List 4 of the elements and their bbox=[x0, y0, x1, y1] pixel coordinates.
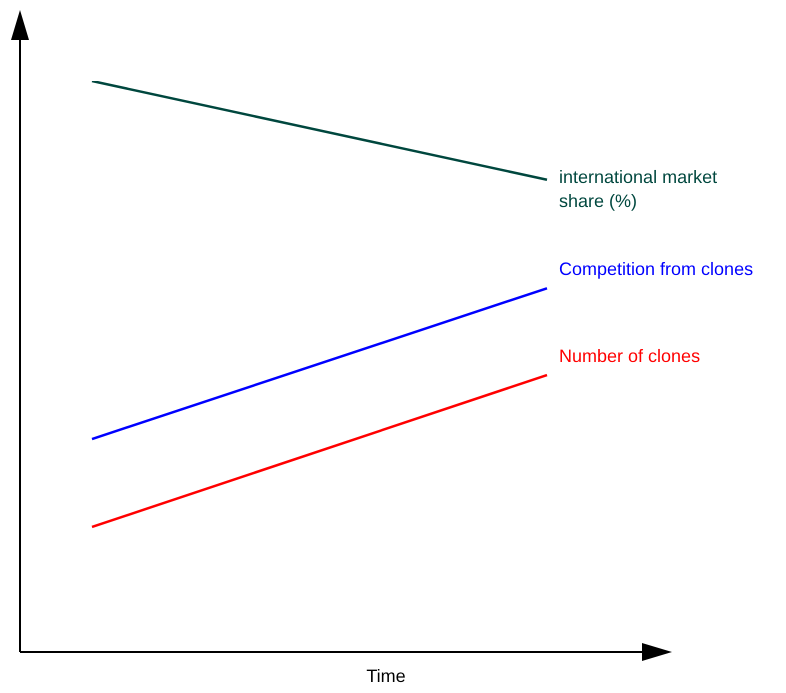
series-label: Number of clones bbox=[559, 346, 700, 366]
series-label: international market share (%) bbox=[559, 166, 718, 211]
x-axis-title: Time bbox=[366, 666, 406, 686]
series-label: Competition from clones bbox=[559, 259, 754, 280]
